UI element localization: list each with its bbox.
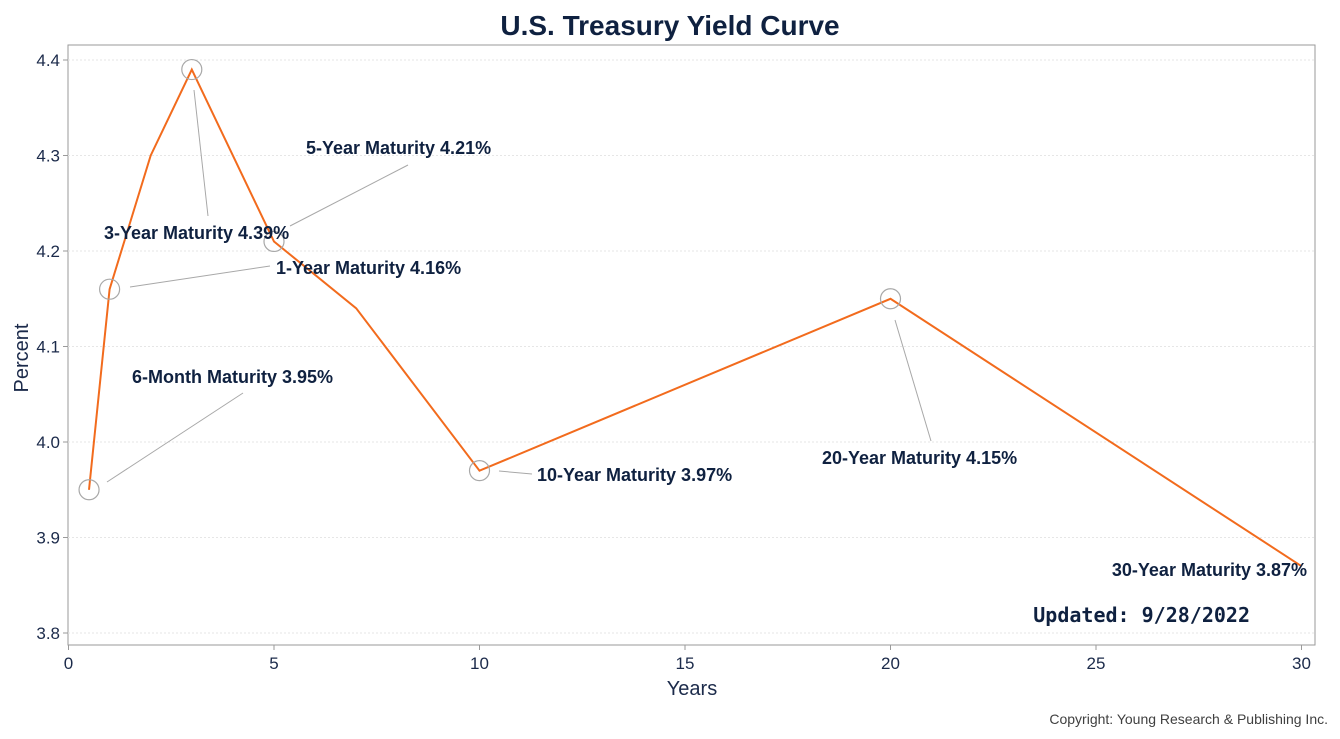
x-tick-label: 30 — [1292, 654, 1311, 673]
annotation-leaders — [106, 89, 932, 483]
y-tick-label: 4.4 — [36, 51, 60, 70]
annotation-marker — [78, 479, 100, 501]
y-tick-label: 3.8 — [36, 624, 60, 643]
annotation-label: 1-Year Maturity 4.16% — [276, 258, 461, 278]
annotation-leader — [498, 470, 533, 475]
annotation-leader — [106, 392, 244, 483]
y-axis: 3.8 3.9 4.0 4.1 4.2 4.3 4.4 — [36, 51, 68, 643]
annotation-leader — [289, 164, 409, 227]
annotation-label: 6-Month Maturity 3.95% — [132, 367, 333, 387]
annotation-marker — [263, 230, 285, 253]
copyright-note: Copyright: Young Research & Publishing I… — [1049, 711, 1328, 727]
annotation-label: 20-Year Maturity 4.15% — [822, 448, 1017, 468]
x-tick-label: 25 — [1087, 654, 1106, 673]
y-tick-label: 4.2 — [36, 242, 60, 261]
annotation-label: 5-Year Maturity 4.21% — [306, 138, 491, 158]
x-tick-label: 20 — [881, 654, 900, 673]
y-axis-label: Percent — [11, 323, 33, 392]
series-line-treasury-yield — [88, 67, 1303, 568]
y-tick-label: 3.9 — [36, 529, 60, 548]
x-tick-label: 5 — [269, 654, 278, 673]
x-tick-label: 0 — [64, 654, 73, 673]
series-group — [88, 67, 1303, 568]
gridlines — [68, 59, 1315, 634]
x-axis-label: Years — [667, 678, 717, 700]
chart-title: U.S. Treasury Yield Curve — [500, 10, 839, 41]
annotation-label: 10-Year Maturity 3.97% — [537, 465, 732, 485]
annotation-labels: 6-Month Maturity 3.95% 1-Year Maturity 4.… — [104, 138, 1307, 580]
annotation-label: 3-Year Maturity 4.39% — [104, 223, 289, 243]
x-tick-label: 10 — [470, 654, 489, 673]
x-axis: 0 5 10 15 20 25 30 — [64, 645, 1311, 673]
annotation-markers — [78, 58, 902, 501]
updated-note: Updated: 9/28/2022 — [1033, 603, 1250, 627]
x-tick-label: 15 — [676, 654, 695, 673]
annotation-marker — [468, 460, 491, 482]
annotation-leader — [129, 265, 271, 288]
annotation-leader — [193, 89, 209, 217]
y-tick-label: 4.1 — [36, 338, 60, 357]
plot-area — [67, 44, 1316, 646]
annotation-marker — [98, 278, 121, 300]
annotation-marker — [181, 58, 203, 81]
y-tick-label: 4.0 — [36, 433, 60, 452]
annotation-label: 30-Year Maturity 3.87% — [1112, 560, 1307, 580]
annotation-leader — [894, 319, 932, 442]
y-tick-label: 4.3 — [36, 147, 60, 166]
annotation-marker — [879, 288, 902, 310]
